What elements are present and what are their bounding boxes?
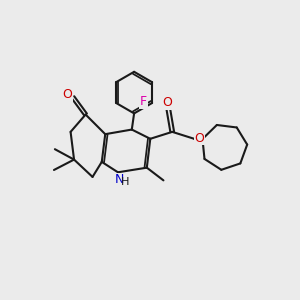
- Text: F: F: [140, 95, 147, 108]
- Text: O: O: [62, 88, 72, 101]
- Text: N: N: [114, 173, 124, 186]
- Text: O: O: [162, 97, 172, 110]
- Text: H: H: [121, 176, 129, 187]
- Text: O: O: [194, 132, 204, 145]
